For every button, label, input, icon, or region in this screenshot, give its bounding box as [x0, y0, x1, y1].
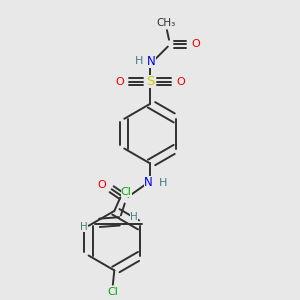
Text: H: H	[159, 178, 168, 188]
Text: O: O	[176, 76, 185, 87]
Text: O: O	[98, 180, 106, 190]
Text: S: S	[146, 75, 154, 88]
Text: H: H	[134, 56, 143, 66]
Text: H: H	[130, 212, 137, 222]
Text: N: N	[147, 55, 156, 68]
Text: Cl: Cl	[107, 287, 118, 297]
Text: CH₃: CH₃	[156, 18, 176, 28]
Text: H: H	[80, 222, 88, 232]
Text: N: N	[144, 176, 153, 189]
Text: Cl: Cl	[121, 187, 132, 196]
Text: O: O	[115, 76, 124, 87]
Text: O: O	[191, 39, 200, 49]
